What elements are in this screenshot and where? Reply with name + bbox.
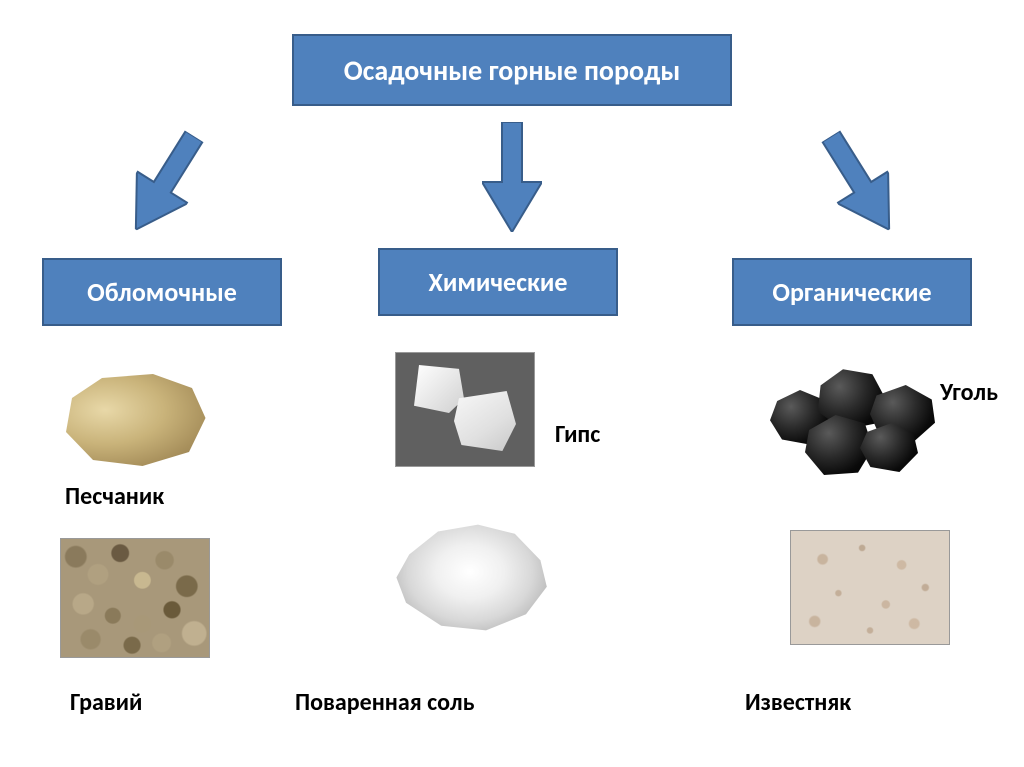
sample-sandstone <box>60 370 210 470</box>
sample-gravel <box>60 538 210 658</box>
sample-coal <box>760 360 945 480</box>
category-clastic-label: Обломочные <box>87 276 237 308</box>
arrow-left <box>110 120 219 245</box>
label-gypsum: Гипс <box>555 420 600 449</box>
label-coal: Уголь <box>940 378 998 407</box>
arrow-right <box>805 120 914 245</box>
category-organic-label: Органические <box>772 276 931 308</box>
category-clastic: Обломочные <box>42 258 282 326</box>
category-organic: Органические <box>732 258 972 326</box>
label-salt: Поваренная соль <box>295 688 475 717</box>
title-text: Осадочные горные породы <box>344 53 681 88</box>
category-chemical-label: Химические <box>429 266 568 298</box>
title-box: Осадочные горные породы <box>292 34 732 106</box>
sample-limestone <box>790 530 950 645</box>
label-sandstone: Песчаник <box>65 482 164 511</box>
arrow-mid <box>482 122 542 232</box>
sample-salt <box>390 520 550 635</box>
sample-gypsum <box>395 352 535 467</box>
label-gravel: Гравий <box>70 688 142 717</box>
category-chemical: Химические <box>378 248 618 316</box>
label-limestone: Известняк <box>745 688 851 717</box>
